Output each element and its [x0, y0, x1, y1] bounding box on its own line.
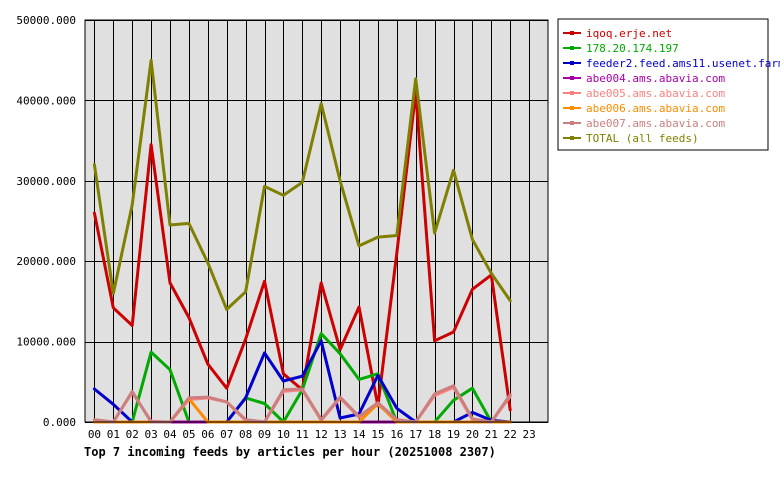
y-tick-label: 50000.000: [16, 14, 76, 27]
y-tick-label: 40000.000: [16, 94, 76, 107]
legend-marker: [570, 61, 574, 65]
x-tick-label: 03: [145, 428, 158, 441]
legend-marker: [570, 46, 574, 50]
legend: iqoq.erje.net 178.20.174.197 feeder2.feed.…: [557, 18, 780, 151]
x-tick-label: 17: [409, 428, 422, 441]
legend-marker: [570, 91, 574, 95]
x-tick-label: 15: [371, 428, 384, 441]
x-tick-label: 21: [485, 428, 498, 441]
x-tick-label: 05: [182, 428, 195, 441]
legend-entry-label: 178.20.174.197: [586, 42, 679, 55]
x-axis-ticks: 00 01 02 03 04 05 06 07 08 09 10 11 12 13 14 15 16 17 18 19…: [88, 428, 536, 441]
legend-entry-label: feeder2.feed.ams11.usenet.farm: [586, 57, 780, 70]
chart-title: Top 7 incoming feeds by articles per hou…: [84, 445, 496, 459]
x-tick-label: 06: [201, 428, 214, 441]
legend-entry-label: abe007.ams.abavia.com: [586, 117, 725, 130]
grid-lines: [85, 20, 548, 423]
y-tick-label: 0.000: [43, 416, 76, 429]
legend-box: [557, 18, 769, 151]
x-tick-label: 12: [315, 428, 328, 441]
x-tick-label: 22: [504, 428, 517, 441]
x-tick-label: 10: [277, 428, 290, 441]
legend-entry-label: abe005.ams.abavia.com: [586, 87, 725, 100]
x-tick-label: 13: [333, 428, 346, 441]
series-line-total-all-feeds: [92, 58, 512, 311]
legend-entry-label: iqoq.erje.net: [586, 27, 672, 40]
x-tick-label: 00: [88, 428, 101, 441]
x-tick-label: 18: [428, 428, 441, 441]
x-tick-label: 08: [239, 428, 252, 441]
y-axis-ticks: 0.000 10000.000 20000.000 30000.000 40000.00…: [16, 14, 76, 429]
x-tick-label: 11: [296, 428, 309, 441]
legend-marker: [570, 106, 574, 110]
legend-marker: [570, 136, 574, 140]
legend-marker: [570, 76, 574, 80]
x-tick-label: 02: [126, 428, 139, 441]
x-tick-label: 16: [390, 428, 403, 441]
x-tick-label: 19: [447, 428, 460, 441]
legend-entry-label: abe004.ams.abavia.com: [586, 72, 725, 85]
x-tick-label: 14: [352, 428, 366, 441]
plot-frame: [84, 19, 549, 423]
legend-entry-label: abe006.ams.abavia.com: [586, 102, 725, 115]
x-tick-label: 07: [220, 428, 233, 441]
x-tick-label: 20: [466, 428, 479, 441]
y-tick-label: 20000.000: [16, 255, 76, 268]
x-tick-label: 09: [258, 428, 271, 441]
y-tick-label: 30000.000: [16, 175, 76, 188]
x-tick-label: 01: [107, 428, 120, 441]
y-tick-label: 10000.000: [16, 336, 76, 349]
legend-marker: [570, 31, 574, 35]
legend-marker: [570, 121, 574, 125]
legend-entry-label: TOTAL (all feeds): [586, 132, 699, 145]
x-tick-label: 23: [522, 428, 535, 441]
x-tick-label: 04: [163, 428, 177, 441]
